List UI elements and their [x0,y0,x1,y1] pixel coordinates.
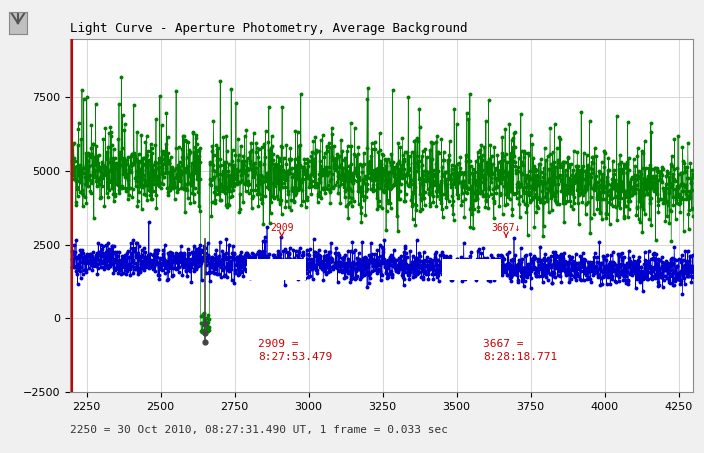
Bar [442,259,501,280]
Text: 2909: 2909 [270,223,294,233]
Text: 2250 = 30 Oct 2010, 08:27:31.490 UT, 1 frame = 0.033 sec: 2250 = 30 Oct 2010, 08:27:31.490 UT, 1 f… [70,424,448,434]
Text: 2909 =
8:27:53.479: 2909 = 8:27:53.479 [258,339,332,362]
Bar [246,259,306,280]
Text: Light Curve - Aperture Photometry, Average Background: Light Curve - Aperture Photometry, Avera… [70,22,468,34]
Text: 3667 =
8:28:18.771: 3667 = 8:28:18.771 [483,339,558,362]
Text: 3667↓: 3667↓ [491,223,521,233]
